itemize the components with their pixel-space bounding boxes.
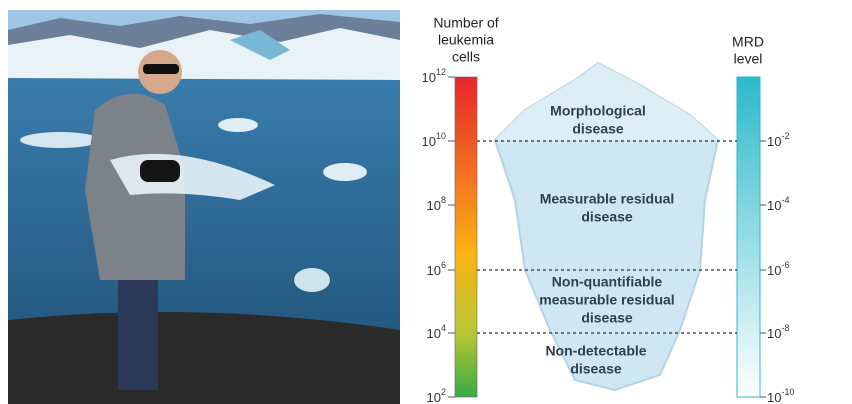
tick-label: 106 (427, 260, 446, 278)
region-label: Non-quantifiable (552, 274, 663, 290)
mrd-bar (736, 76, 761, 398)
thresholds (477, 140, 737, 334)
region-label: disease (572, 121, 624, 137)
axis-title: MRD (732, 34, 764, 50)
tick-exponent: 2 (441, 387, 446, 397)
tick-exponent: 10 (436, 131, 446, 141)
tick-label: 10-10 (767, 387, 794, 404)
tick-base: 10 (427, 198, 441, 213)
tick-base: 10 (422, 134, 436, 149)
tick-exponent: -10 (781, 387, 794, 397)
tick-label: 10-2 (767, 131, 789, 149)
iceberg-tip (495, 63, 718, 140)
tick-label: 1012 (422, 67, 446, 85)
tick-label: 10-8 (767, 323, 789, 341)
axis-title: level (734, 51, 763, 67)
tick-exponent: 6 (441, 260, 446, 270)
tick-exponent: 12 (436, 67, 446, 77)
tick-base: 10 (767, 198, 781, 213)
region-label: Non-detectable (545, 343, 646, 359)
region-label: disease (581, 310, 633, 326)
tick-base: 10 (422, 70, 436, 85)
tick-label: 10-6 (767, 260, 789, 278)
tick-exponent: 8 (441, 195, 446, 205)
tick-base: 10 (767, 390, 781, 404)
tick-exponent: -4 (781, 195, 789, 205)
tick-label: 1010 (422, 131, 446, 149)
tick-label: 108 (427, 195, 446, 213)
tick-base: 10 (427, 326, 441, 341)
region-label: measurable residual (539, 292, 674, 308)
axis-title: cells (452, 49, 480, 65)
tick-label: 102 (427, 387, 446, 404)
tick-exponent: -6 (781, 260, 789, 270)
photo (8, 10, 400, 404)
region-label: disease (581, 209, 633, 225)
cell-count-bar (454, 76, 478, 398)
tick-base: 10 (767, 326, 781, 341)
tick-exponent: -8 (781, 323, 789, 333)
tick-base: 10 (427, 263, 441, 278)
tick-exponent: 4 (441, 323, 446, 333)
tick-exponent: -2 (781, 131, 789, 141)
axis-title: leukemia (438, 32, 494, 48)
tick-base: 10 (427, 390, 441, 404)
region-label: disease (570, 361, 622, 377)
region-label: Measurable residual (540, 191, 675, 207)
axis-title: Number of (433, 15, 498, 31)
tick-label: 10-4 (767, 195, 789, 213)
tick-label: 104 (427, 323, 446, 341)
region-label: Morphological (550, 103, 646, 119)
tick-base: 10 (767, 263, 781, 278)
tick-base: 10 (767, 134, 781, 149)
